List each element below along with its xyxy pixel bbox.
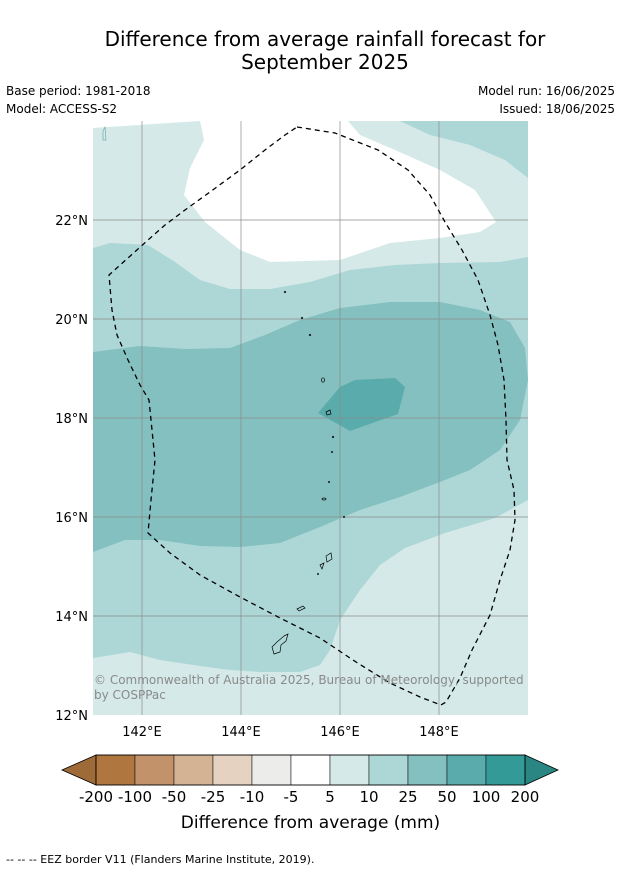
islands: [102, 125, 345, 655]
colorbar-frame: [95, 754, 526, 786]
y-tick-16: 16°N: [55, 511, 88, 526]
y-tick-14: 14°N: [55, 610, 88, 625]
copyright-line-2: by COSPPac: [94, 688, 166, 702]
model-run: Model run: 16/06/2025: [477, 84, 615, 98]
x-tick-148: 148°E: [419, 725, 459, 740]
island: [317, 573, 319, 575]
meta-left: Base period: 1981-2018 Model: ACCESS-S2: [6, 82, 151, 118]
island: [331, 451, 333, 453]
colorbar-segment: [368, 754, 409, 786]
issued-date: Issued: 18/06/2025: [499, 102, 615, 116]
colorbar-tick-label: -200: [78, 788, 114, 806]
x-tick-144: 144°E: [221, 725, 261, 740]
colorbar-tick-label: -50: [161, 788, 187, 806]
x-tick-146: 146°E: [320, 725, 360, 740]
island: [331, 435, 335, 439]
island: [300, 316, 304, 320]
colorbar-under-arrow: [61, 754, 97, 786]
island: [328, 481, 330, 483]
x-tick-142: 142°E: [122, 725, 162, 740]
colorbar-segment: [173, 754, 214, 786]
y-tick-20: 20°N: [55, 313, 88, 328]
white-region-top: [93, 121, 496, 262]
colorbar-over-arrow: [524, 754, 559, 786]
contour-layer: [93, 121, 528, 715]
y-tick-18: 18°N: [55, 412, 88, 427]
colorbar-segment: [407, 754, 448, 786]
colorbar-segment: [212, 754, 253, 786]
island: [343, 516, 345, 518]
colorbar-tick-label: -10: [239, 788, 265, 806]
meta-right: Model run: 16/06/2025 Issued: 18/06/2025: [478, 82, 615, 118]
colorbar: [61, 754, 559, 786]
colorbar-segment: [134, 754, 175, 786]
colorbar-segment: [446, 754, 487, 786]
colorbar-tick-label: 25: [398, 788, 418, 806]
colorbar-segment: [485, 754, 526, 786]
colorbar-tick-label: 50: [437, 788, 457, 806]
colorbar-tick-label: 10: [359, 788, 379, 806]
base-period: Base period: 1981-2018: [6, 84, 151, 98]
island-rota: [296, 605, 306, 612]
title-line-2: September 2025: [241, 50, 409, 74]
colorbar-title: Difference from average (mm): [180, 813, 441, 833]
colorbar-segment: [251, 754, 292, 786]
y-tick-labels: 22°N 20°N 18°N 16°N 14°N 12°N: [55, 214, 88, 724]
colorbar-segments: [95, 754, 526, 786]
x-tick-labels: 142°E 144°E 146°E 148°E: [122, 725, 459, 740]
colorbar-tick-label: 100: [471, 788, 501, 806]
island-saipan: [325, 552, 333, 563]
colorbar-tick-label: 200: [510, 788, 540, 806]
chart-title: Difference from average rainfall forecas…: [0, 28, 621, 74]
island-tinian: [319, 562, 325, 570]
graticule: [93, 121, 528, 715]
island-guam: [271, 633, 289, 655]
island: [321, 497, 327, 501]
model-name: Model: ACCESS-S2: [6, 102, 118, 116]
colorbar-tick-label: 5: [325, 788, 335, 806]
island: [325, 409, 332, 416]
contour-band-25-50: [93, 302, 528, 552]
colorbar-tick-label: -5: [283, 788, 299, 806]
island: [321, 377, 325, 383]
colorbar-tick-label: -25: [200, 788, 226, 806]
eez-footnote: -- -- -- EEZ border V11 (Flanders Marine…: [6, 853, 315, 866]
island: [308, 333, 312, 337]
copyright-line-1: © Commonwealth of Australia 2025, Bureau…: [94, 673, 524, 687]
y-tick-12: 12°N: [55, 709, 88, 724]
island-top-left: [102, 125, 107, 141]
colorbar-segment: [290, 754, 331, 786]
eez-border: [108, 126, 516, 706]
y-tick-22: 22°N: [55, 214, 88, 229]
colorbar-segment: [95, 754, 136, 786]
island: [283, 290, 287, 294]
colorbar-tick-label: -100: [117, 788, 153, 806]
title-line-1: Difference from average rainfall forecas…: [104, 27, 546, 51]
colorbar-segment: [329, 754, 370, 786]
